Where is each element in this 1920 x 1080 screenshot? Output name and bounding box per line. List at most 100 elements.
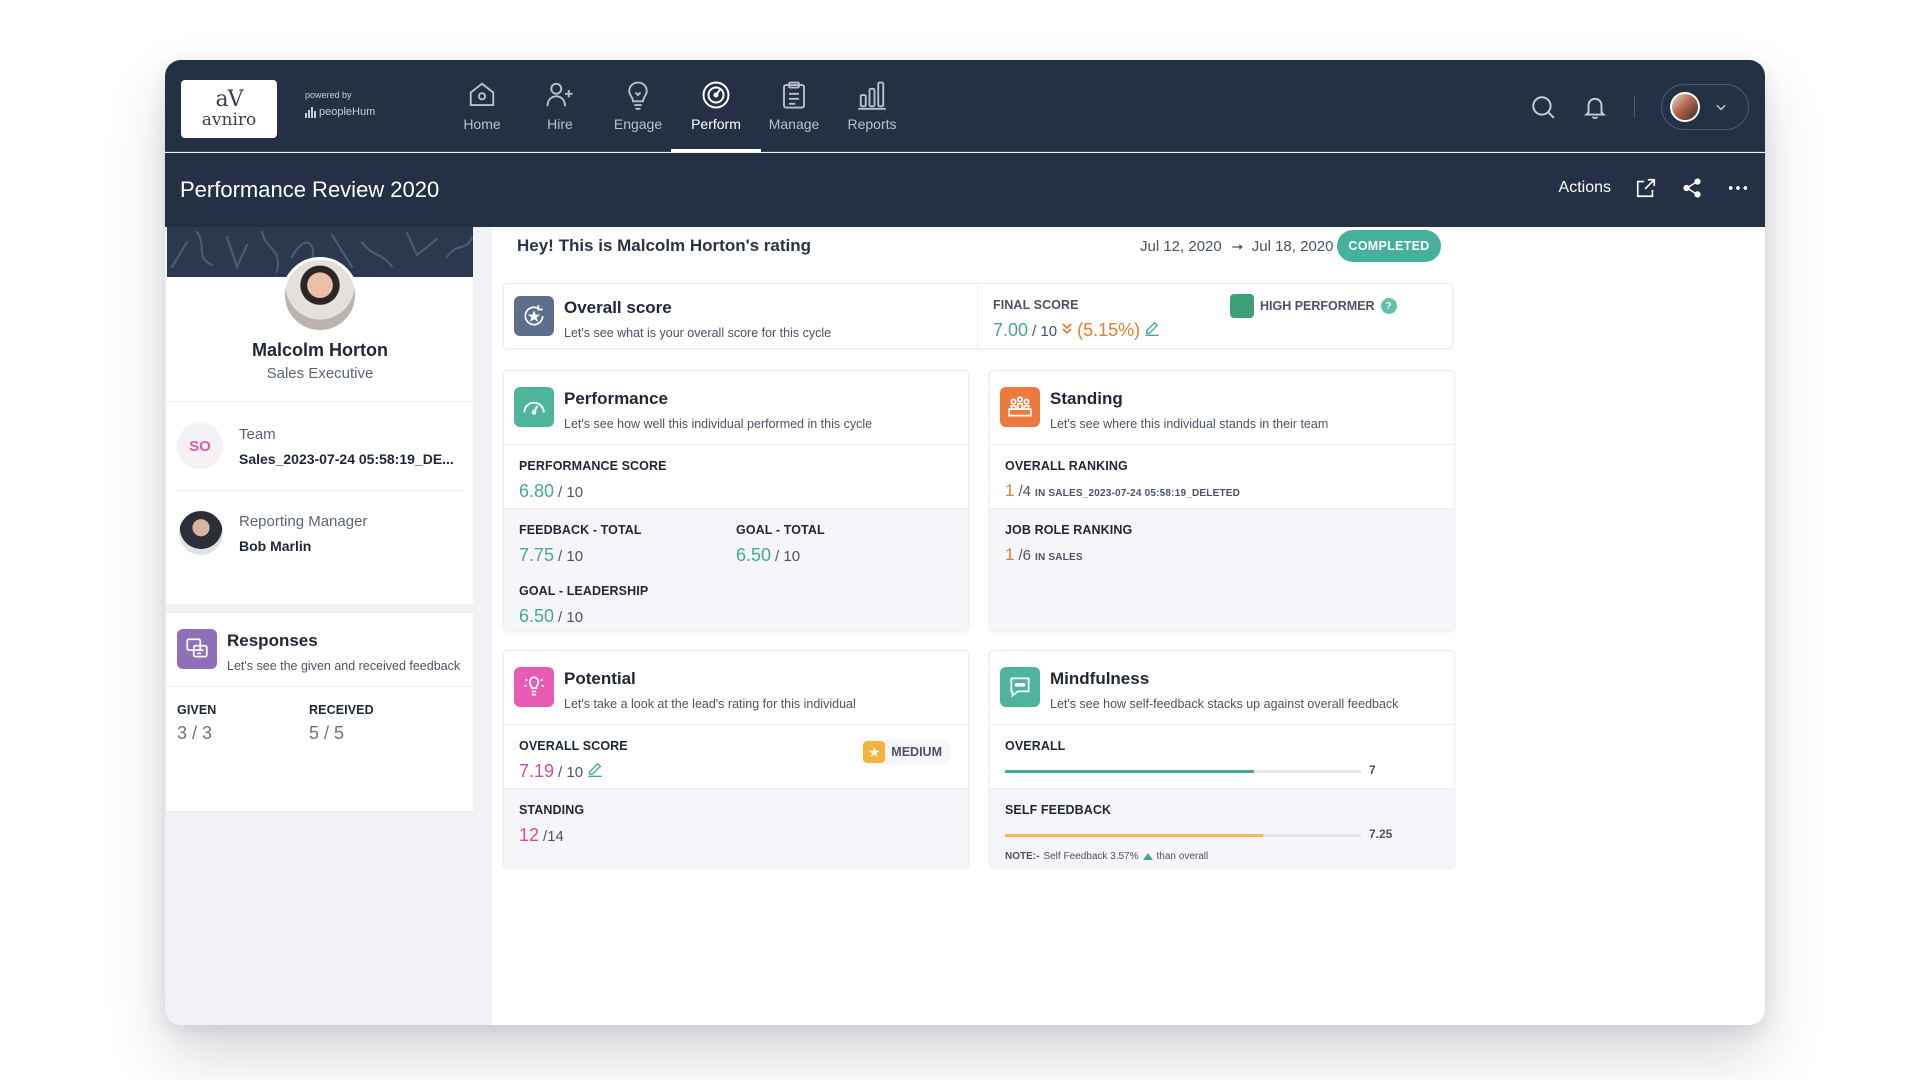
clipboard-icon: [783, 81, 805, 109]
company-logo[interactable]: aV avniro: [181, 80, 277, 138]
self-feedback-label: SELF FEEDBACK: [1005, 803, 1112, 817]
final-score-value: 7.00: [993, 320, 1029, 340]
goal-total-of: / 10: [775, 548, 801, 565]
main-nav: Home Hire Engage Perform Manage Reports: [443, 60, 911, 152]
date-start: Jul 12, 2020: [1140, 238, 1222, 255]
overall-progress: 7: [1005, 763, 1439, 779]
note-suffix: than overall: [1156, 851, 1209, 862]
potential-title: Potential: [564, 669, 636, 688]
high-performer-badge: HIGH PERFORMER ?: [1230, 294, 1397, 318]
overall-title: Overall score: [564, 298, 672, 317]
job-role-ranking-label: JOB ROLE RANKING: [1005, 523, 1133, 537]
bell-icon: [1583, 97, 1607, 119]
job-role-ranking-row: JOB ROLE RANKING 1 /6 IN SALES: [990, 509, 1454, 630]
responses-title: Responses: [227, 631, 318, 650]
arrow-right-icon: [1232, 243, 1243, 250]
home-icon: [469, 82, 495, 106]
overall-subtitle: Let's see what is your overall score for…: [564, 326, 832, 340]
self-feedback-progress-value: 7.25: [1369, 827, 1393, 841]
potential-standing-label: STANDING: [519, 803, 585, 817]
performance-header: Performance Let's see how well this indi…: [504, 371, 968, 445]
banner-pattern-icon: [170, 230, 473, 274]
avatar: [1670, 92, 1700, 122]
status-badge[interactable]: COMPLETED: [1337, 230, 1441, 262]
date-end: Jul 18, 2020: [1251, 238, 1334, 255]
manager-label: Reporting Manager: [239, 512, 368, 530]
divider: [167, 401, 473, 402]
mindfulness-subtitle: Let's see how self-feedback stacks up ag…: [1050, 697, 1399, 711]
performance-title: Performance: [564, 389, 668, 408]
manager-avatar: [179, 511, 223, 555]
nav-engage[interactable]: Engage: [599, 60, 677, 152]
received-value: 5 / 5: [309, 723, 345, 743]
open-external-button[interactable]: [1635, 177, 1657, 199]
help-icon[interactable]: ?: [1380, 298, 1397, 314]
overall-progress-track: [1005, 770, 1361, 773]
responses-header: Responses Let's see the given and receiv…: [167, 613, 473, 687]
profile-card: Malcolm Horton Sales Executive SO Team S…: [167, 227, 473, 604]
standing-header: Standing Let's see where this individual…: [990, 371, 1454, 445]
feedback-total-label: FEEDBACK - TOTAL: [519, 523, 642, 537]
pencil-icon: [1145, 321, 1159, 336]
feedback-bubble-icon: [1010, 677, 1030, 698]
nav-manage[interactable]: Manage: [755, 60, 833, 152]
potential-score-row: OVERALL SCORE 7.19 / 10 ★ MEDIUM: [504, 725, 968, 789]
potential-score-of: / 10: [558, 764, 584, 781]
potential-card: Potential Let's take a look at the lead'…: [503, 650, 969, 868]
nav-hire[interactable]: Hire: [521, 60, 599, 152]
nav-reports[interactable]: Reports: [833, 60, 911, 152]
team-badge: SO: [177, 423, 223, 469]
goal-total-value: 6.50: [736, 545, 772, 565]
main-content: Hey! This is Malcolm Horton's rating Jul…: [492, 227, 1765, 1025]
job-role-ranking-line: 1 /6 IN SALES: [1005, 545, 1439, 565]
mindfulness-header: Mindfulness Let's see how self-feedback …: [990, 651, 1454, 725]
top-navbar: aV avniro powered by peopleHum Home Hire…: [165, 60, 1765, 152]
bar-chart-icon: [858, 81, 886, 110]
performance-score-of: / 10: [558, 484, 584, 501]
add-user-icon: [546, 82, 573, 107]
user-menu[interactable]: [1661, 84, 1749, 130]
overall-ranking-line: 1 /4 IN SALES_2023-07-24 05:58:19_DELETE…: [1005, 481, 1439, 501]
double-chevron-down-icon: [1062, 323, 1072, 335]
manager-value: Bob Marlin: [239, 537, 312, 554]
overall-icon-box: [514, 296, 554, 336]
team-value: Sales_2023-07-24 05:58:19_DE...: [239, 450, 454, 467]
overall-progress-value: 7: [1369, 763, 1376, 777]
overall-ranking-of: /4: [1018, 483, 1031, 500]
mindfulness-card: Mindfulness Let's see how self-feedback …: [989, 650, 1455, 868]
potential-score-value: 7.19: [519, 761, 555, 781]
chat-icon: [186, 638, 208, 658]
job-role-ranking-value: 1: [1005, 545, 1015, 564]
edit-final-score-button[interactable]: [1144, 320, 1160, 336]
more-options-button[interactable]: [1727, 177, 1749, 199]
nav-hire-label: Hire: [547, 116, 573, 132]
page-header: Performance Review 2020 Actions: [165, 153, 1765, 227]
search-button[interactable]: [1530, 94, 1556, 120]
trend-up-icon: [1142, 853, 1153, 860]
left-panel: Malcolm Horton Sales Executive SO Team S…: [167, 227, 473, 811]
partner-name: peopleHum: [319, 106, 376, 118]
notifications-button[interactable]: [1582, 94, 1608, 120]
divider: [1634, 96, 1635, 118]
final-score-panel: FINAL SCORE 7.00 / 10 (5.15%) HIGH PERFO…: [978, 284, 1452, 348]
refresh-star-icon: [524, 305, 544, 326]
gauge-icon: [702, 81, 730, 109]
employee-name: Malcolm Horton: [251, 340, 388, 360]
potential-level-badge: ★ MEDIUM: [861, 739, 952, 765]
team-info: SO Team Sales_2023-07-24 05:58:19_DE...: [177, 423, 454, 469]
final-score-change: (5.15%): [1077, 320, 1141, 340]
page-title: Performance Review 2020: [180, 177, 440, 202]
edit-potential-button[interactable]: [587, 761, 603, 777]
final-score-label: FINAL SCORE: [993, 298, 1079, 312]
bulb-icon: [628, 81, 648, 110]
responses-card: Responses Let's see the given and receiv…: [167, 613, 473, 811]
profile-avatar: [282, 257, 358, 333]
final-score-line: 7.00 / 10 (5.15%): [993, 320, 1439, 341]
performance-score-value: 6.80: [519, 481, 555, 501]
nav-home[interactable]: Home: [443, 60, 521, 152]
performance-card: Performance Let's see how well this indi…: [503, 370, 969, 631]
nav-perform[interactable]: Perform: [671, 60, 761, 152]
share-button[interactable]: [1681, 177, 1703, 199]
actions-button[interactable]: Actions: [1558, 179, 1611, 196]
received-label: RECEIVED: [309, 703, 374, 717]
